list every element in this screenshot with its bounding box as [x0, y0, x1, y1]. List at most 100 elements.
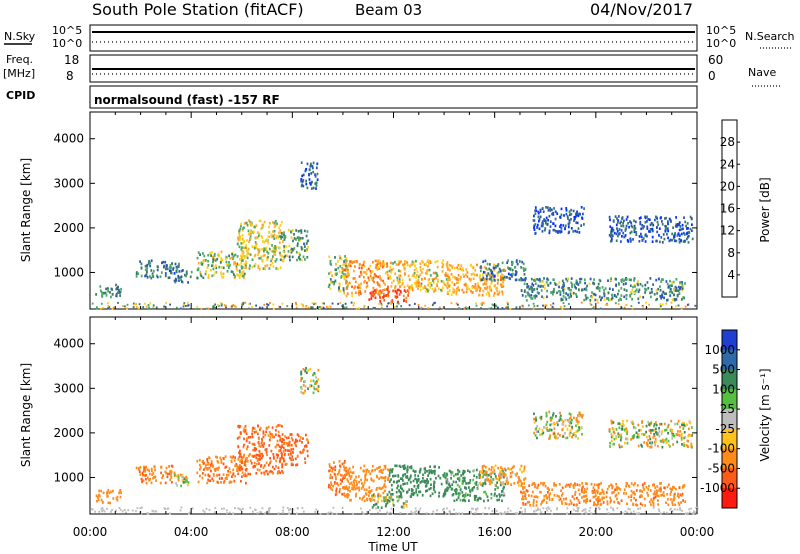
nsky-label: N.Sky [4, 30, 36, 43]
range-gate-cell [100, 291, 103, 294]
range-gate-cell [390, 478, 392, 481]
range-gate-cell [590, 482, 593, 486]
range-gate-cell [543, 277, 545, 280]
range-gate-cell [240, 246, 243, 249]
range-gate-cell [380, 291, 383, 294]
range-gate-cell [569, 292, 572, 295]
range-gate-cell [409, 285, 412, 288]
range-gate-cell [581, 486, 583, 490]
range-gate-cell [414, 507, 417, 510]
range-gate-cell [209, 251, 211, 255]
range-gate-cell [269, 461, 271, 465]
range-gate-cell [539, 215, 542, 219]
range-gate-cell [586, 296, 589, 300]
range-gate-cell [405, 504, 408, 508]
range-gate-cell [461, 481, 464, 485]
range-gate-cell [684, 282, 686, 285]
range-gate-cell [540, 482, 542, 485]
range-gate-cell [115, 294, 118, 298]
range-gate-cell [226, 477, 228, 480]
range-gate-cell [273, 237, 276, 240]
range-gate-cell [534, 294, 537, 297]
range-gate-cell [315, 508, 318, 511]
range-gate-cell [675, 298, 678, 301]
range-gate-cell [623, 219, 625, 223]
range-gate-cell [240, 479, 242, 483]
range-gate-cell [649, 489, 652, 492]
range-gate-cell [262, 435, 265, 439]
range-gate-cell [662, 278, 664, 281]
range-gate-cell [284, 254, 287, 258]
range-gate-cell [388, 496, 391, 499]
range-gate-cell [231, 252, 233, 256]
range-gate-cell [624, 234, 627, 237]
range-gate-cell [208, 508, 211, 511]
range-gate-cell [249, 223, 252, 226]
range-gate-cell [654, 496, 657, 499]
range-gate-cell [329, 476, 331, 480]
range-gate-cell [672, 236, 675, 240]
range-gate-cell [275, 459, 278, 463]
range-gate-cell [573, 432, 576, 435]
range-gate-cell [246, 445, 249, 448]
range-gate-cell [259, 306, 261, 309]
range-gate-cell [575, 279, 578, 283]
range-gate-cell [580, 427, 583, 430]
range-gate-cell [233, 261, 236, 264]
range-gate-cell [440, 288, 442, 292]
range-gate-cell [444, 474, 447, 477]
range-gate-cell [620, 240, 622, 243]
range-gate-cell [474, 283, 477, 286]
range-gate-cell [415, 490, 418, 494]
range-gate-cell [409, 480, 412, 484]
range-gate-cell [651, 229, 654, 233]
range-gate-cell [371, 498, 374, 502]
range-gate-cell [649, 441, 651, 445]
range-gate-cell [657, 499, 659, 502]
range-gate-cell [150, 259, 153, 262]
range-gate-cell [244, 468, 247, 472]
range-gate-cell [620, 435, 623, 439]
range-gate-cell [276, 222, 278, 226]
range-gate-cell [612, 229, 615, 232]
range-gate-cell [328, 283, 331, 287]
range-gate-cell [620, 224, 623, 228]
range-gate-cell [579, 277, 581, 281]
range-gate-cell [448, 482, 451, 486]
range-gate-cell [601, 296, 603, 300]
range-gate-cell [306, 186, 309, 190]
range-gate-cell [383, 464, 386, 468]
range-gate-cell [335, 512, 338, 515]
range-gate-cell [682, 231, 685, 235]
range-gate-cell [675, 216, 677, 219]
range-gate-cell [522, 267, 525, 270]
range-gate-cell [679, 430, 681, 433]
range-gate-cell [626, 502, 628, 506]
range-gate-cell [560, 223, 562, 227]
range-gate-cell [643, 433, 645, 436]
range-gate-cell [543, 498, 545, 501]
range-gate-cell [472, 507, 474, 510]
range-gate-cell [351, 291, 353, 295]
range-gate-cell [414, 264, 416, 268]
range-gate-cell [362, 260, 365, 264]
range-gate-cell [394, 464, 397, 468]
freq-label: Freq. [6, 53, 33, 66]
range-gate-cell [630, 511, 633, 514]
range-gate-cell [593, 278, 595, 281]
velocity-bar-label: Velocity [m s⁻¹] [758, 368, 772, 461]
range-gate-cell [343, 275, 346, 279]
range-gate-cell [194, 307, 197, 310]
range-gate-cell [566, 418, 569, 422]
range-gate-cell [606, 500, 609, 503]
range-gate-cell [613, 437, 616, 441]
range-gate-cell [501, 261, 504, 265]
range-gate-cell [645, 301, 647, 304]
range-gate-cell [361, 511, 363, 514]
range-gate-cell [272, 255, 274, 258]
range-gate-cell [563, 214, 565, 217]
range-gate-cell [686, 237, 688, 241]
range-gate-cell [252, 426, 255, 430]
range-gate-cell [399, 290, 402, 294]
range-gate-cell [671, 437, 674, 440]
